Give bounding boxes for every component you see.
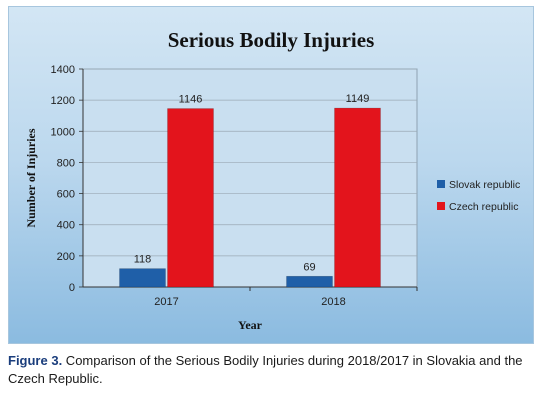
y-tick-label: 1200 — [51, 95, 75, 107]
y-tick-label: 400 — [57, 220, 75, 232]
x-tick-label: 2018 — [321, 296, 345, 308]
legend-swatch — [437, 180, 445, 188]
axes: 0 200 400 600 800 1000 1200 1400 2017 2018 — [51, 64, 418, 308]
y-tick-label: 1400 — [51, 64, 75, 76]
data-label: 69 — [303, 261, 315, 273]
data-label: 1149 — [346, 93, 370, 105]
bars — [119, 107, 381, 288]
legend: Slovak republic Czech republic — [437, 179, 520, 213]
bar-slovak-2018 — [286, 275, 333, 288]
bar-slovak-2017 — [119, 268, 166, 288]
legend-swatch — [437, 202, 445, 210]
data-label: 1146 — [179, 94, 203, 106]
y-tick-label: 1000 — [51, 126, 75, 138]
bar-czech-2018 — [334, 107, 381, 288]
chart-frame: Serious Bodily Injuries 0 200 400 600 800 100… — [8, 6, 534, 344]
legend-label: Slovak republic — [449, 179, 520, 191]
bar-chart: Serious Bodily Injuries 0 200 400 600 800 100… — [24, 28, 520, 332]
y-tick-label: 600 — [57, 189, 75, 201]
x-axis-label: Year — [238, 318, 263, 332]
y-tick-label: 800 — [57, 157, 75, 169]
caption-label: Figure 3. — [8, 353, 63, 368]
y-tick-label: 0 — [69, 282, 75, 294]
bar-czech-2017 — [167, 108, 214, 288]
caption-text: Comparison of the Serious Bodily Injurie… — [8, 353, 523, 386]
data-label: 118 — [134, 254, 152, 266]
y-axis-label: Number of Injuries — [24, 128, 38, 227]
legend-label: Czech republic — [449, 201, 518, 213]
x-tick-label: 2017 — [154, 296, 178, 308]
y-tick-label: 200 — [57, 251, 75, 263]
data-labels: 118 1146 69 1149 — [134, 93, 370, 273]
figure-caption: Figure 3. Comparison of the Serious Bodi… — [8, 352, 532, 388]
chart-title: Serious Bodily Injuries — [168, 28, 375, 52]
